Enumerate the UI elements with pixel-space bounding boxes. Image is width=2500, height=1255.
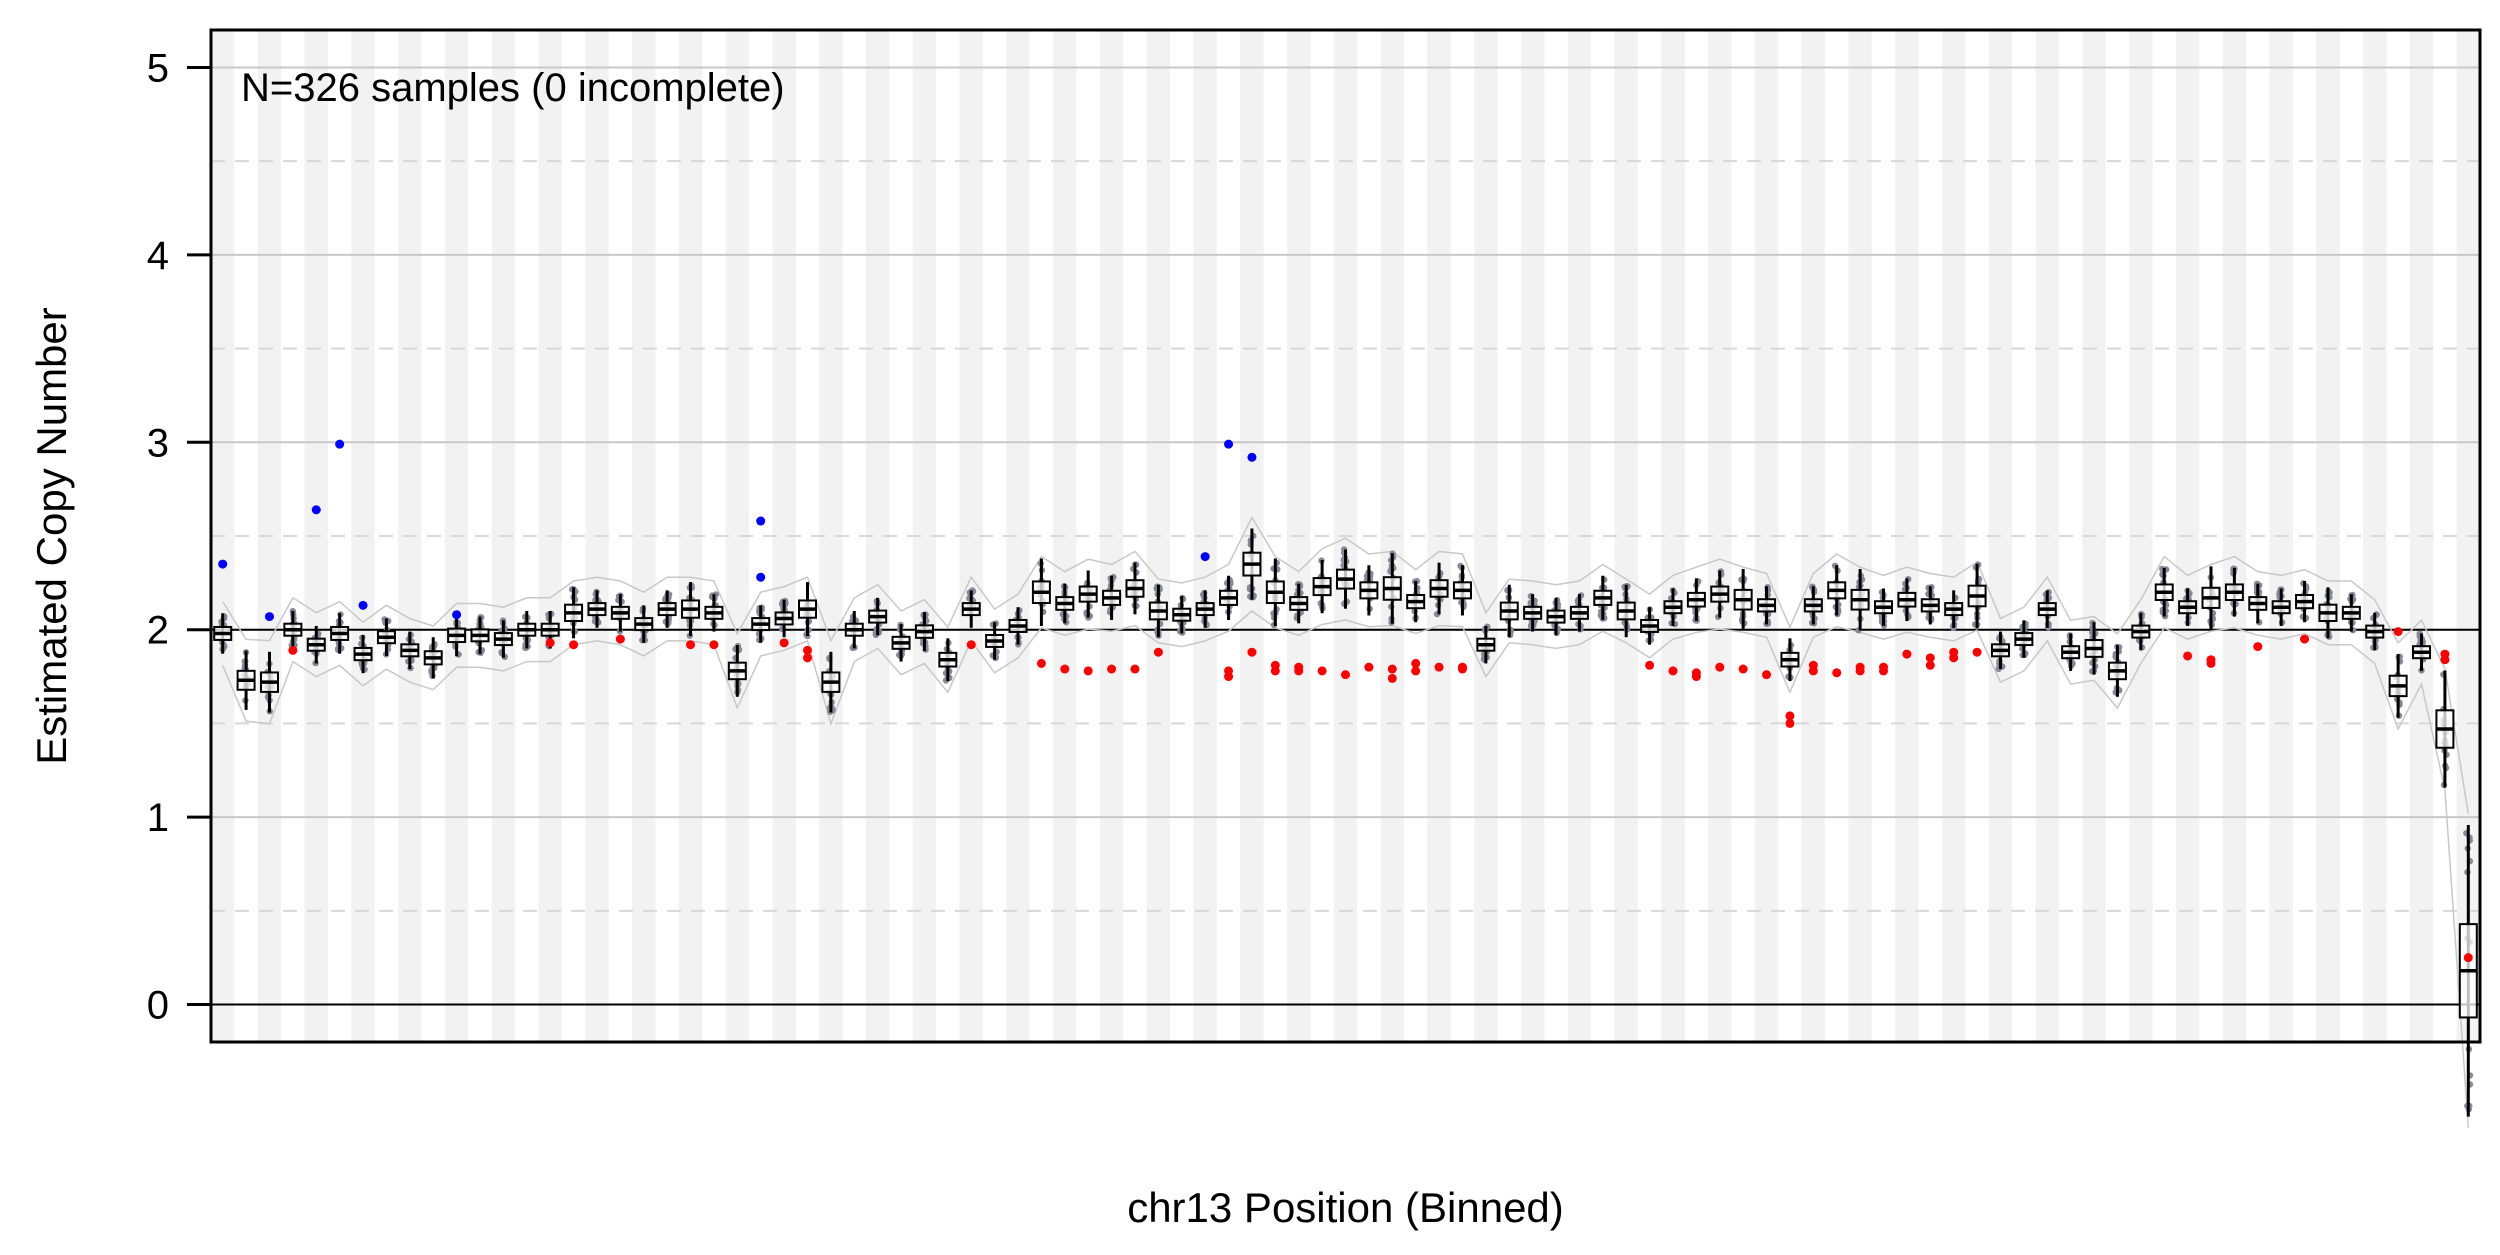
low-outlier-point	[1738, 664, 1748, 674]
y-axis-label: Estimated Copy Number	[28, 307, 75, 765]
low-outlier-point	[1925, 653, 1935, 663]
lower-connector-line	[222, 610, 2470, 1128]
low-outlier-point	[1972, 647, 1982, 657]
low-outlier-point	[1645, 660, 1655, 670]
low-outlier-point	[1691, 672, 1701, 682]
bin-shade	[725, 30, 750, 1042]
low-outlier-point	[1107, 664, 1117, 674]
low-outlier-point	[1387, 673, 1397, 683]
low-outlier-point	[1785, 711, 1795, 721]
plot-frame	[209, 28, 2482, 1044]
low-outlier-point	[1668, 666, 1678, 676]
low-outlier-point	[545, 638, 555, 648]
high-outlier-point	[756, 572, 766, 582]
low-outlier-point	[1715, 662, 1725, 672]
low-outlier-point	[2183, 651, 2193, 661]
low-outlier-point	[1949, 653, 1959, 663]
low-outlier-point	[2463, 953, 2473, 963]
low-outlier-point	[1060, 664, 1070, 674]
y-tick-label: 5	[147, 46, 169, 90]
sample-count-annotation: N=326 samples (0 incomplete)	[241, 66, 785, 110]
low-outlier-point	[779, 638, 789, 648]
low-outlier-point	[1411, 666, 1421, 676]
low-outlier-point	[1341, 670, 1350, 680]
low-outlier-point	[1457, 664, 1467, 674]
bin-shade	[678, 30, 703, 1042]
low-outlier-point	[1317, 666, 1327, 676]
high-outlier-point	[1200, 552, 1210, 562]
y-tick-label: 0	[147, 984, 169, 1028]
bin-shade	[1848, 30, 1872, 1042]
high-outlier-point	[1247, 452, 1257, 462]
y-tick-label: 2	[147, 609, 169, 653]
low-outlier-point	[1855, 666, 1865, 676]
low-outlier-point	[2393, 627, 2403, 637]
boxes-layer	[213, 528, 2478, 1117]
low-outlier-point	[288, 645, 298, 655]
high-outlier-point	[358, 600, 368, 610]
low-outlier-point	[1808, 666, 1818, 676]
bin-shade	[1708, 30, 1732, 1042]
low-outlier-point	[569, 640, 579, 650]
low-outlier-point	[1785, 718, 1795, 728]
low-outlier-point	[802, 645, 812, 655]
low-outlier-point	[1832, 668, 1842, 678]
low-outlier-point	[2440, 655, 2450, 665]
x-axis-label: chr13 Position (Binned)	[1127, 1184, 1564, 1231]
bin-shade	[959, 30, 983, 1042]
y-tick-label: 4	[147, 234, 169, 278]
axis-layer: 0 1 2 3 4 5	[147, 46, 211, 1028]
low-outlier-point	[1036, 658, 1046, 668]
bin-shade	[1941, 30, 1966, 1042]
low-outlier-point	[1387, 664, 1397, 674]
low-outlier-point	[1083, 666, 1093, 676]
bin-shade	[1661, 30, 1685, 1042]
low-outlier-point	[1411, 658, 1421, 668]
bin-shade	[1895, 30, 1919, 1042]
y-tick-label: 3	[147, 421, 169, 465]
y-tick-label: 1	[147, 796, 169, 840]
bin-shade	[772, 30, 796, 1042]
low-outlier-point	[686, 640, 696, 650]
high-outlier-point	[452, 610, 462, 620]
bin-shade	[1614, 30, 1638, 1042]
bin-shade	[1754, 30, 1779, 1042]
low-outlier-point	[2300, 634, 2310, 644]
outlier-layer	[218, 439, 2473, 963]
high-outlier-point	[1224, 439, 1234, 449]
low-outlier-point	[1879, 666, 1889, 676]
low-outlier-point	[1434, 662, 1444, 672]
low-outlier-point	[1247, 647, 1257, 657]
bin-shade	[865, 30, 890, 1042]
low-outlier-point	[1224, 672, 1234, 682]
bin-shade	[912, 30, 937, 1042]
low-outlier-point	[966, 640, 976, 650]
low-outlier-point	[1130, 664, 1140, 674]
low-outlier-point	[709, 640, 719, 650]
low-outlier-point	[1364, 662, 1374, 672]
high-outlier-point	[311, 505, 321, 515]
low-outlier-point	[2253, 642, 2263, 652]
high-outlier-point	[335, 439, 345, 449]
gridline-layer	[211, 66, 2480, 1006]
low-outlier-point	[1925, 660, 1935, 670]
connector-line-layer	[222, 515, 2470, 1128]
low-outlier-point	[1902, 649, 1912, 659]
low-outlier-point	[1153, 647, 1163, 657]
low-outlier-point	[2206, 658, 2216, 668]
bin-shade	[819, 30, 843, 1042]
low-outlier-point	[1270, 666, 1280, 676]
low-outlier-point	[615, 634, 625, 644]
high-outlier-point	[218, 559, 228, 569]
upper-connector-line	[222, 515, 2470, 814]
low-outlier-point	[1294, 666, 1304, 676]
high-outlier-point	[756, 516, 766, 526]
bin-shade	[1801, 30, 1826, 1042]
bin-shade	[1006, 30, 1030, 1042]
low-outlier-point	[802, 653, 812, 663]
high-outlier-point	[264, 612, 274, 622]
low-outlier-point	[1762, 670, 1772, 680]
